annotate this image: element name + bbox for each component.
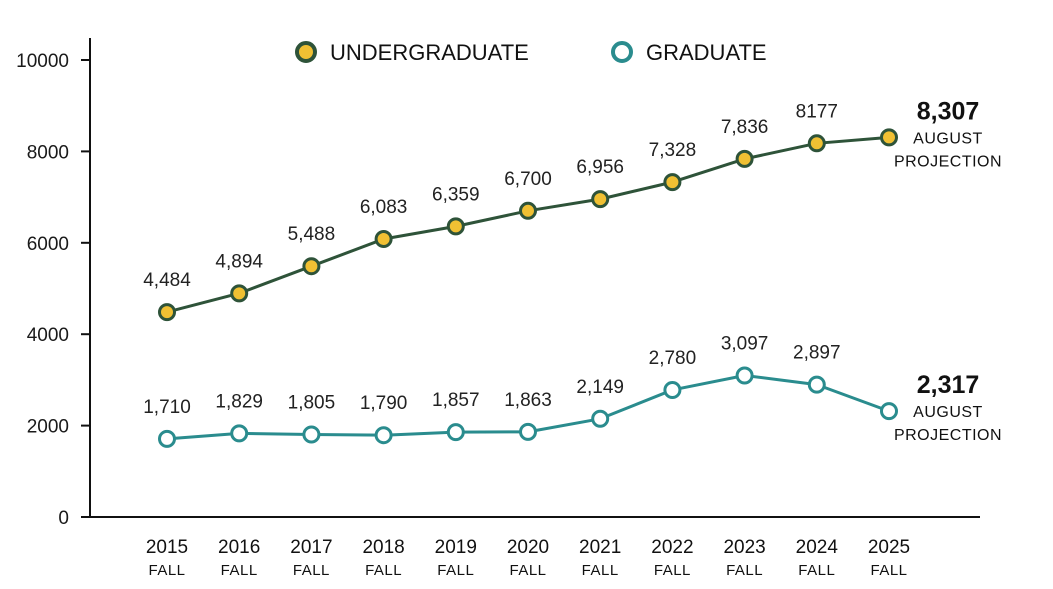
data-point — [807, 375, 826, 394]
x-tick-label-term: FALL — [798, 562, 835, 579]
data-label: 1,805 — [288, 393, 336, 414]
data-label: 1,710 — [143, 397, 191, 418]
projection-note-line1: AUGUST — [913, 130, 983, 147]
x-tick-label-term: FALL — [870, 562, 907, 579]
data-label: 7,328 — [649, 140, 697, 161]
x-tick-label-term: FALL — [437, 562, 474, 579]
y-tick-label: 4000 — [27, 325, 69, 346]
series-line — [166, 135, 890, 314]
x-tick-label-year: 2016 — [218, 537, 260, 558]
series-graduate: 1,710 1,829 1,805 1,790 1,857 1,863 2,149 2,780… — [143, 333, 1002, 448]
legend-label: UNDERGRADUATE — [330, 40, 529, 65]
x-tick-label-year: 2022 — [651, 537, 693, 558]
legend-marker — [611, 41, 633, 63]
x-tick-label-year: 2015 — [146, 537, 188, 558]
y-tick-label: 6000 — [27, 234, 69, 255]
data-label: 1,790 — [360, 393, 408, 414]
data-point — [663, 173, 682, 192]
data-label: 1,829 — [215, 391, 263, 412]
x-tick-label-term: FALL — [365, 562, 402, 579]
data-point — [591, 190, 610, 209]
data-point — [735, 366, 754, 385]
x-tick-label-term: FALL — [509, 562, 546, 579]
data-label: 2,780 — [649, 348, 697, 369]
data-label: 7,836 — [721, 117, 769, 138]
data-label: 6,956 — [576, 157, 624, 178]
legend-item-undergraduate: UNDERGRADUATE — [295, 40, 529, 65]
legend-marker — [295, 41, 317, 63]
series-group: 4,484 4,894 5,488 6,083 6,359 6,700 6,956 7,328… — [143, 97, 1002, 448]
data-point — [880, 402, 898, 421]
x-tick-label-year: 2024 — [796, 537, 839, 558]
data-point — [807, 134, 826, 153]
data-label: 2,897 — [793, 343, 841, 364]
y-tick-label: 0 — [58, 508, 69, 529]
projection-note-line2: PROJECTION — [894, 153, 1002, 170]
data-label: 6,700 — [504, 169, 552, 190]
y-tick-label: 10000 — [16, 51, 69, 72]
data-label: 4,484 — [143, 270, 191, 291]
data-label: 6,359 — [432, 184, 480, 205]
data-point — [158, 303, 176, 322]
data-point — [519, 201, 537, 220]
data-point — [663, 380, 682, 399]
x-tick-label-term: FALL — [221, 562, 258, 579]
x-tick-label-year: 2025 — [868, 537, 910, 558]
data-label: 1,863 — [504, 390, 552, 411]
data-point — [158, 429, 176, 448]
x-tick-label-year: 2021 — [579, 537, 621, 558]
data-label: 1,857 — [432, 390, 480, 411]
data-point — [230, 284, 249, 303]
data-label: 5,488 — [288, 224, 336, 245]
data-label: 4,894 — [215, 251, 263, 272]
x-axis-ticks: 2015 FALL 2016 FALL 2017 FALL 2018 FALL 2019 FALL… — [146, 537, 910, 579]
y-tick-label: 8000 — [27, 142, 69, 163]
data-point — [302, 425, 321, 444]
y-axis-ticks: 0 2000 4000 6000 8000 10000 — [16, 51, 90, 529]
projection-note-line1: AUGUST — [913, 404, 983, 421]
legend-label: GRADUATE — [646, 40, 767, 65]
projection-value-label: 8,307 — [917, 97, 980, 125]
data-point — [735, 149, 754, 168]
x-tick-label-year: 2017 — [290, 537, 332, 558]
data-label: 2,149 — [576, 377, 624, 398]
series-undergraduate: 4,484 4,894 5,488 6,083 6,359 6,700 6,956 7,328… — [143, 97, 1002, 322]
data-point — [446, 423, 465, 442]
legend: UNDERGRADUATE GRADUATE — [295, 40, 767, 65]
legend-item-graduate: GRADUATE — [611, 40, 767, 65]
x-tick-label-term: FALL — [582, 562, 619, 579]
data-point — [446, 217, 465, 236]
data-point — [519, 422, 537, 441]
axes — [89, 38, 980, 518]
x-tick-label-year: 2019 — [435, 537, 477, 558]
x-tick-label-term: FALL — [293, 562, 330, 579]
projection-value-label: 2,317 — [917, 371, 980, 399]
data-label: 6,083 — [360, 197, 408, 218]
x-tick-label-year: 2023 — [723, 537, 765, 558]
data-point — [374, 230, 393, 249]
x-tick-label-term: FALL — [654, 562, 691, 579]
x-tick-label-term: FALL — [148, 562, 185, 579]
data-label: 3,097 — [721, 333, 769, 354]
data-label: 8177 — [796, 101, 838, 122]
data-point — [591, 409, 610, 428]
y-tick-label: 2000 — [27, 417, 69, 438]
x-tick-label-year: 2020 — [507, 537, 549, 558]
x-tick-label-year: 2018 — [362, 537, 404, 558]
data-point — [880, 128, 898, 147]
data-point — [230, 424, 249, 443]
projection-note-line2: PROJECTION — [894, 427, 1002, 444]
data-point — [302, 257, 321, 276]
data-point — [374, 426, 393, 445]
x-tick-label-term: FALL — [726, 562, 763, 579]
